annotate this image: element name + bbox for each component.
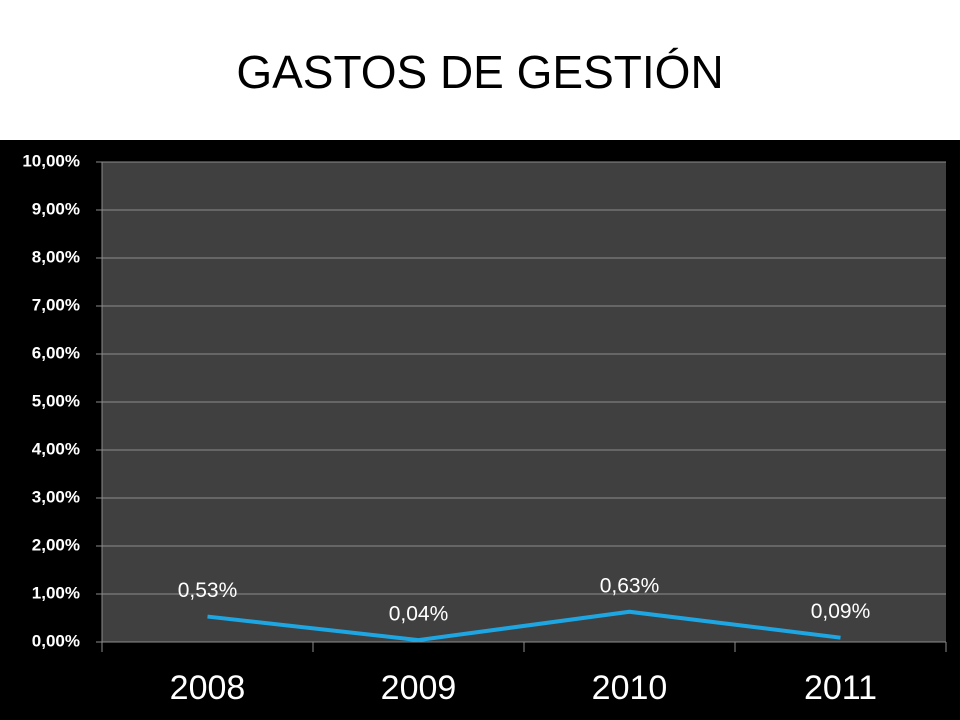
- title-area: [0, 0, 960, 140]
- y-tick-label: 0,00%: [32, 631, 80, 650]
- y-tick-label: 2,00%: [32, 535, 80, 554]
- y-tick-label: 10,00%: [22, 151, 80, 170]
- data-label: 0,63%: [600, 574, 660, 597]
- x-tick-label: 2010: [592, 669, 668, 707]
- x-tick-label: 2009: [381, 669, 457, 707]
- y-tick-label: 7,00%: [32, 295, 80, 314]
- data-label: 0,53%: [178, 579, 238, 602]
- y-tick-label: 9,00%: [32, 199, 80, 218]
- y-tick-label: 5,00%: [32, 391, 80, 410]
- data-label: 0,04%: [389, 603, 449, 626]
- y-tick-label: 1,00%: [32, 583, 80, 602]
- x-tick-label: 2011: [804, 669, 877, 707]
- x-tick-label: 2008: [170, 669, 246, 707]
- y-tick-label: 4,00%: [32, 439, 80, 458]
- y-tick-label: 6,00%: [32, 343, 80, 362]
- y-tick-label: 8,00%: [32, 247, 80, 266]
- chart-title: GASTOS DE GESTIÓN: [236, 46, 723, 98]
- y-tick-label: 3,00%: [32, 487, 80, 506]
- line-series: [207, 609, 841, 643]
- data-label: 0,09%: [811, 600, 871, 623]
